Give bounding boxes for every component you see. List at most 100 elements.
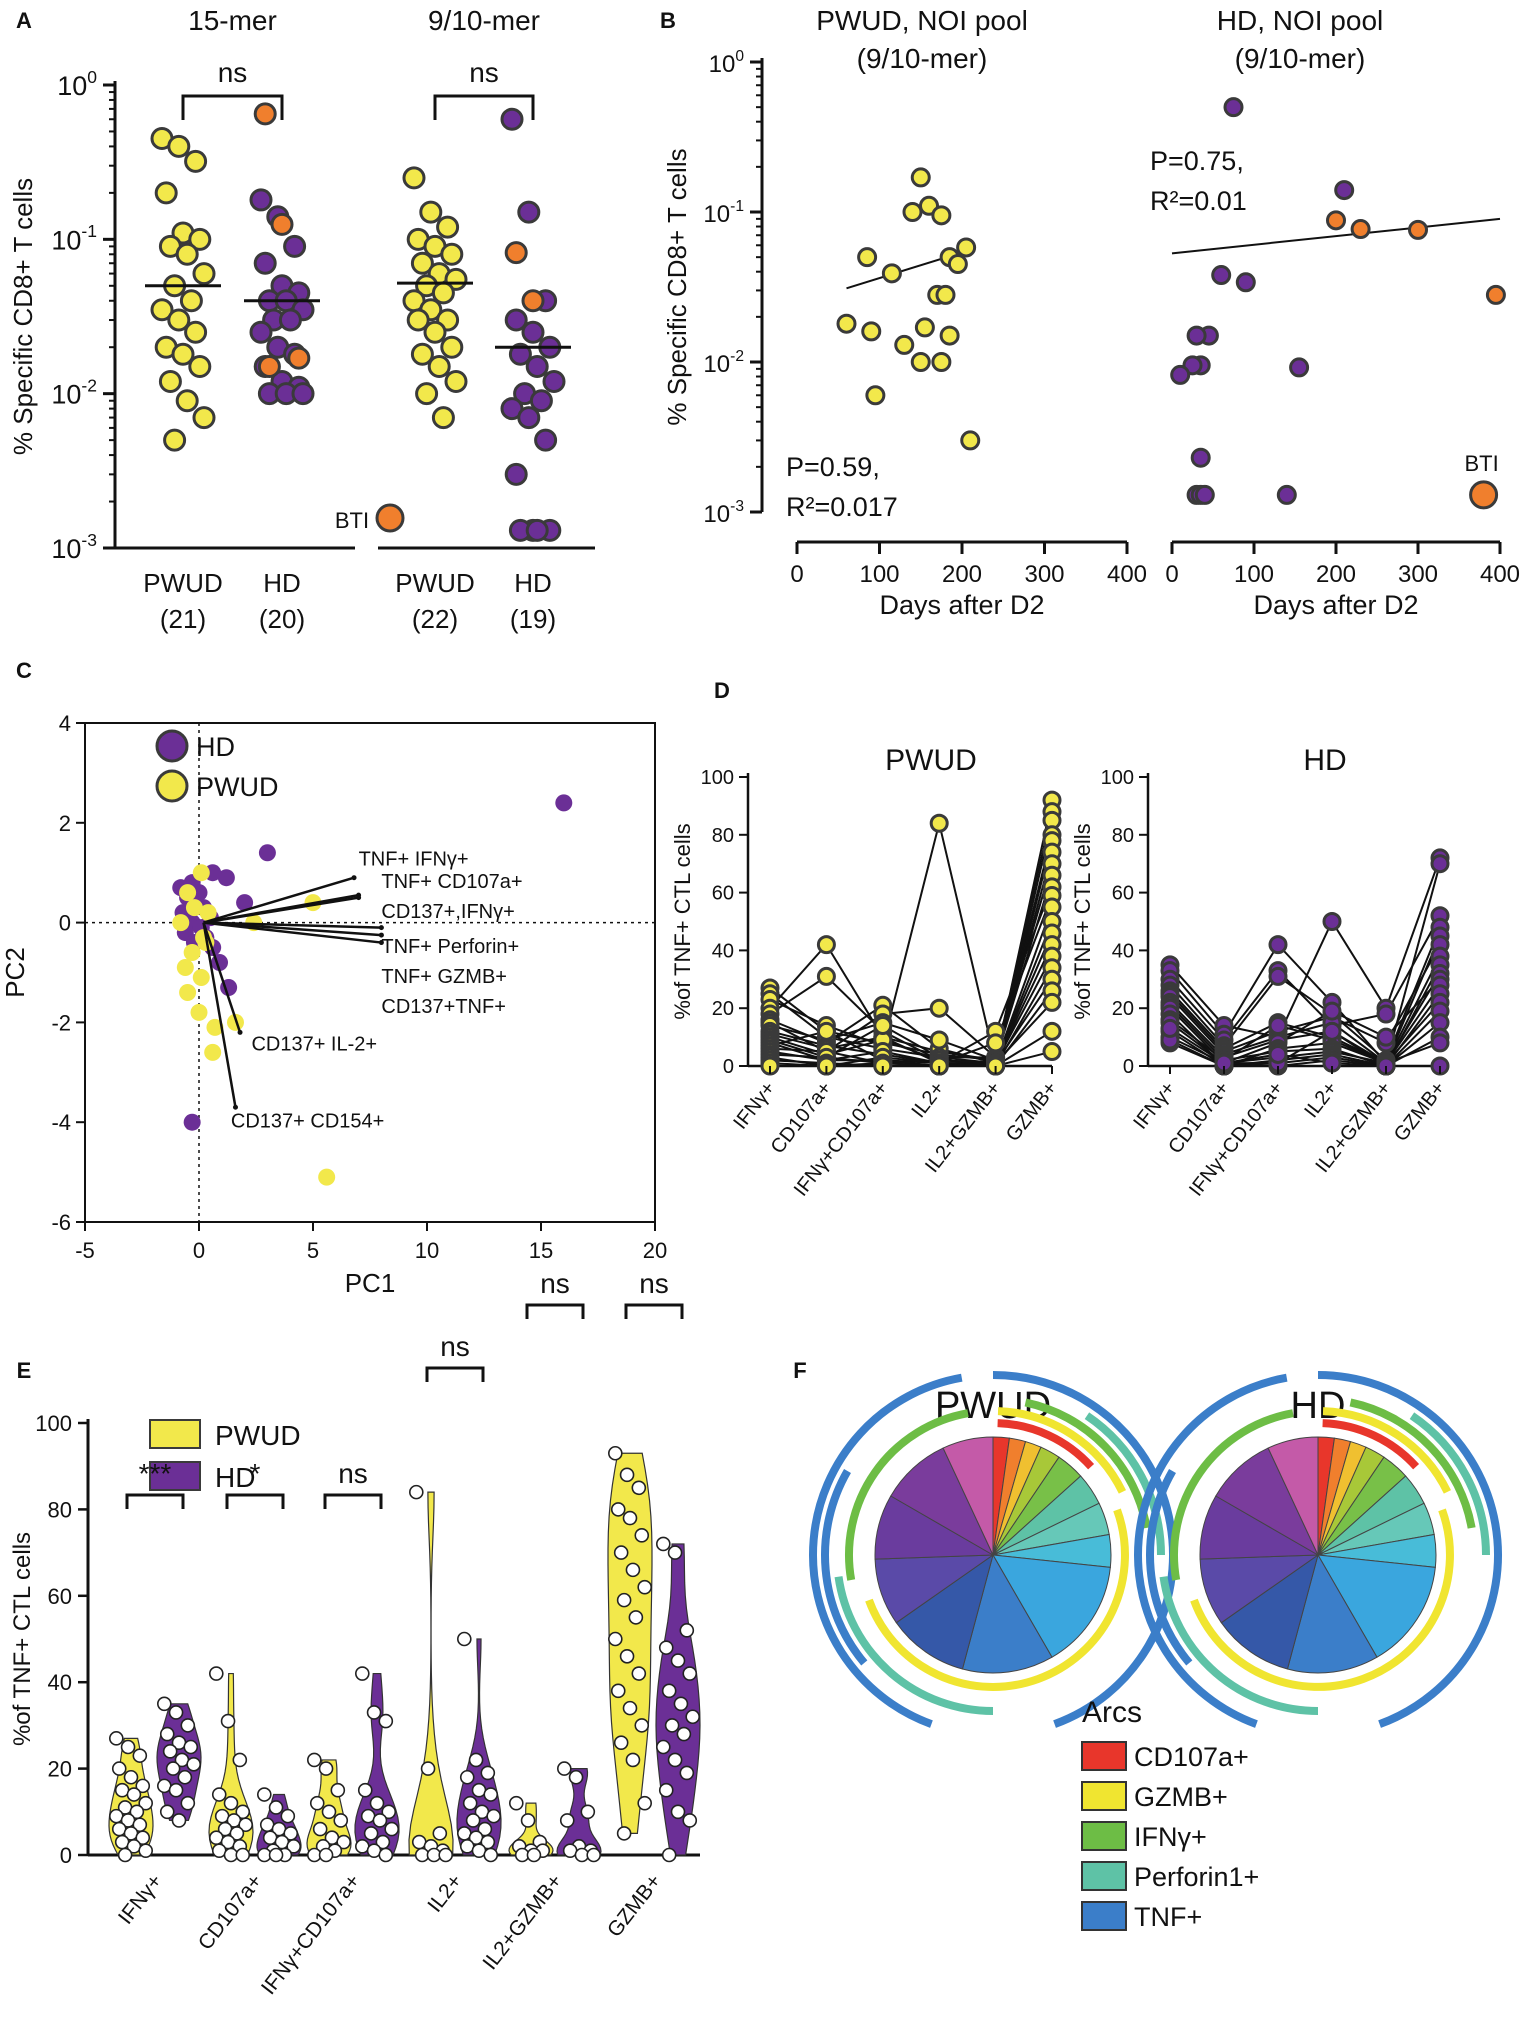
- y-tick-label: 40: [48, 1670, 72, 1695]
- x-tick-label: GZMB+: [1002, 1078, 1062, 1146]
- data-point: [402, 166, 426, 190]
- data-point: [138, 1843, 153, 1858]
- significance-bracket: [181, 94, 284, 120]
- data-point: [120, 1739, 136, 1755]
- data-point: [249, 320, 273, 344]
- significance-bracket: [425, 1366, 485, 1382]
- y-tick-label: 0: [723, 1056, 734, 1078]
- y-tick-label: -6: [51, 1210, 71, 1235]
- data-point: [520, 1813, 536, 1828]
- data-point: [312, 1821, 328, 1837]
- data-point: [420, 1761, 436, 1776]
- y-tick-label-exp: -1: [81, 221, 97, 241]
- pwud-point: [176, 959, 194, 977]
- arrow-head: [237, 1029, 243, 1035]
- data-point: [369, 1795, 385, 1811]
- arc-gzmb: [1322, 1407, 1452, 1494]
- data-point-orange: [287, 346, 311, 370]
- data-point: [419, 200, 443, 224]
- legend-pwud-label: PWUD: [196, 772, 279, 802]
- plot-subtitle: (9/10-mer): [857, 43, 988, 74]
- data-point: [330, 1782, 346, 1798]
- x-tick-label: IFNγ+: [729, 1078, 780, 1134]
- legend-label-perforin: Perforin1+: [1134, 1862, 1259, 1892]
- significance-bracket: [323, 1493, 383, 1509]
- arc-tnf-left-inner: [1146, 1469, 1193, 1666]
- data-point: [415, 382, 439, 406]
- data-point: [486, 1808, 502, 1824]
- data-point: [670, 1804, 686, 1820]
- pie-slice: [1267, 1436, 1319, 1556]
- x-tick-label: IFNγ+CD107a+: [257, 1870, 365, 1999]
- arc-gzmb-inner: [1190, 1508, 1454, 1691]
- bti-point: [1469, 480, 1499, 510]
- data-point: [673, 1696, 689, 1712]
- data-point: [444, 369, 468, 393]
- y-tick-label: -4: [51, 1110, 71, 1135]
- significance-label: ns: [540, 1268, 570, 1299]
- significance-label: ns: [639, 1268, 669, 1299]
- data-point: [1322, 1001, 1342, 1021]
- data-point: [1322, 912, 1342, 931]
- significance-bracket: [433, 94, 535, 120]
- data-point: [381, 1804, 397, 1820]
- y-tick-label-exp: -2: [81, 376, 97, 396]
- y-tick-label: 0: [1123, 1056, 1134, 1078]
- data-point: [192, 406, 216, 430]
- data-point: [667, 1545, 683, 1560]
- data-point: [676, 1726, 692, 1742]
- group-label: 15-mer: [188, 5, 277, 36]
- x-tick-label: IL2+: [907, 1078, 949, 1123]
- loading-arrow: [202, 922, 242, 1033]
- hd-point: [236, 894, 254, 912]
- x-tick-label: 0: [193, 1238, 205, 1263]
- data-point: [939, 325, 960, 346]
- data-point: [658, 1782, 674, 1798]
- pie-title: HD: [1291, 1385, 1346, 1427]
- y-tick-label: 4: [59, 711, 71, 736]
- data-point: [168, 1782, 184, 1798]
- panel-letter-e: E: [17, 1358, 32, 1383]
- data-point: [165, 1761, 181, 1776]
- y-axis-label: PC2: [0, 947, 30, 998]
- x-tick-label: 300: [1398, 561, 1438, 588]
- arc-cd107a: [1322, 1419, 1420, 1470]
- sample-line: [1169, 915, 1441, 1042]
- significance-label: ns: [440, 1331, 470, 1362]
- x-axis-label: Days after D2: [1253, 590, 1418, 620]
- data-point: [661, 1847, 677, 1863]
- significance-label: *: [250, 1458, 261, 1489]
- data-point: [914, 317, 935, 338]
- significance-label: ns: [338, 1458, 368, 1489]
- y-tick-label: 40: [1112, 940, 1134, 962]
- data-point: [336, 1834, 352, 1850]
- x-tick-label: 300: [1024, 561, 1064, 588]
- legend-pwud-swatch: [149, 1419, 201, 1449]
- data-point: [171, 1813, 187, 1828]
- data-point: [232, 1752, 248, 1768]
- x-tick-label: IL2+: [423, 1870, 467, 1917]
- data-point: [1235, 272, 1256, 293]
- y-tick-label: 0: [60, 1843, 72, 1868]
- data-point: [280, 1808, 296, 1824]
- y-tick-label: 2: [59, 811, 71, 836]
- pie-slice: [1286, 1553, 1378, 1674]
- arc-perforin-bottom: [1159, 1576, 1319, 1715]
- data-point: [1160, 1018, 1180, 1038]
- data-point: [306, 1752, 322, 1768]
- y-axis-label: %of TNF+ CTL cells: [9, 1532, 36, 1746]
- data-point: [186, 1756, 201, 1772]
- pwud-point: [183, 944, 201, 962]
- data-point-orange: [1326, 210, 1346, 231]
- y-tick-label-base: 10: [703, 201, 730, 228]
- legend-hd-label: HD: [196, 732, 235, 762]
- significance-bracket: [125, 1493, 185, 1509]
- data-point: [123, 1769, 139, 1785]
- data-point: [440, 242, 464, 266]
- y-axis-label: % Specific CD8+ T cells: [662, 148, 692, 425]
- pie-slice: [942, 1436, 994, 1556]
- data-point: [637, 1579, 653, 1595]
- loading-label: CD137+ IL-2+: [251, 1033, 377, 1055]
- data-point-orange: [270, 212, 294, 236]
